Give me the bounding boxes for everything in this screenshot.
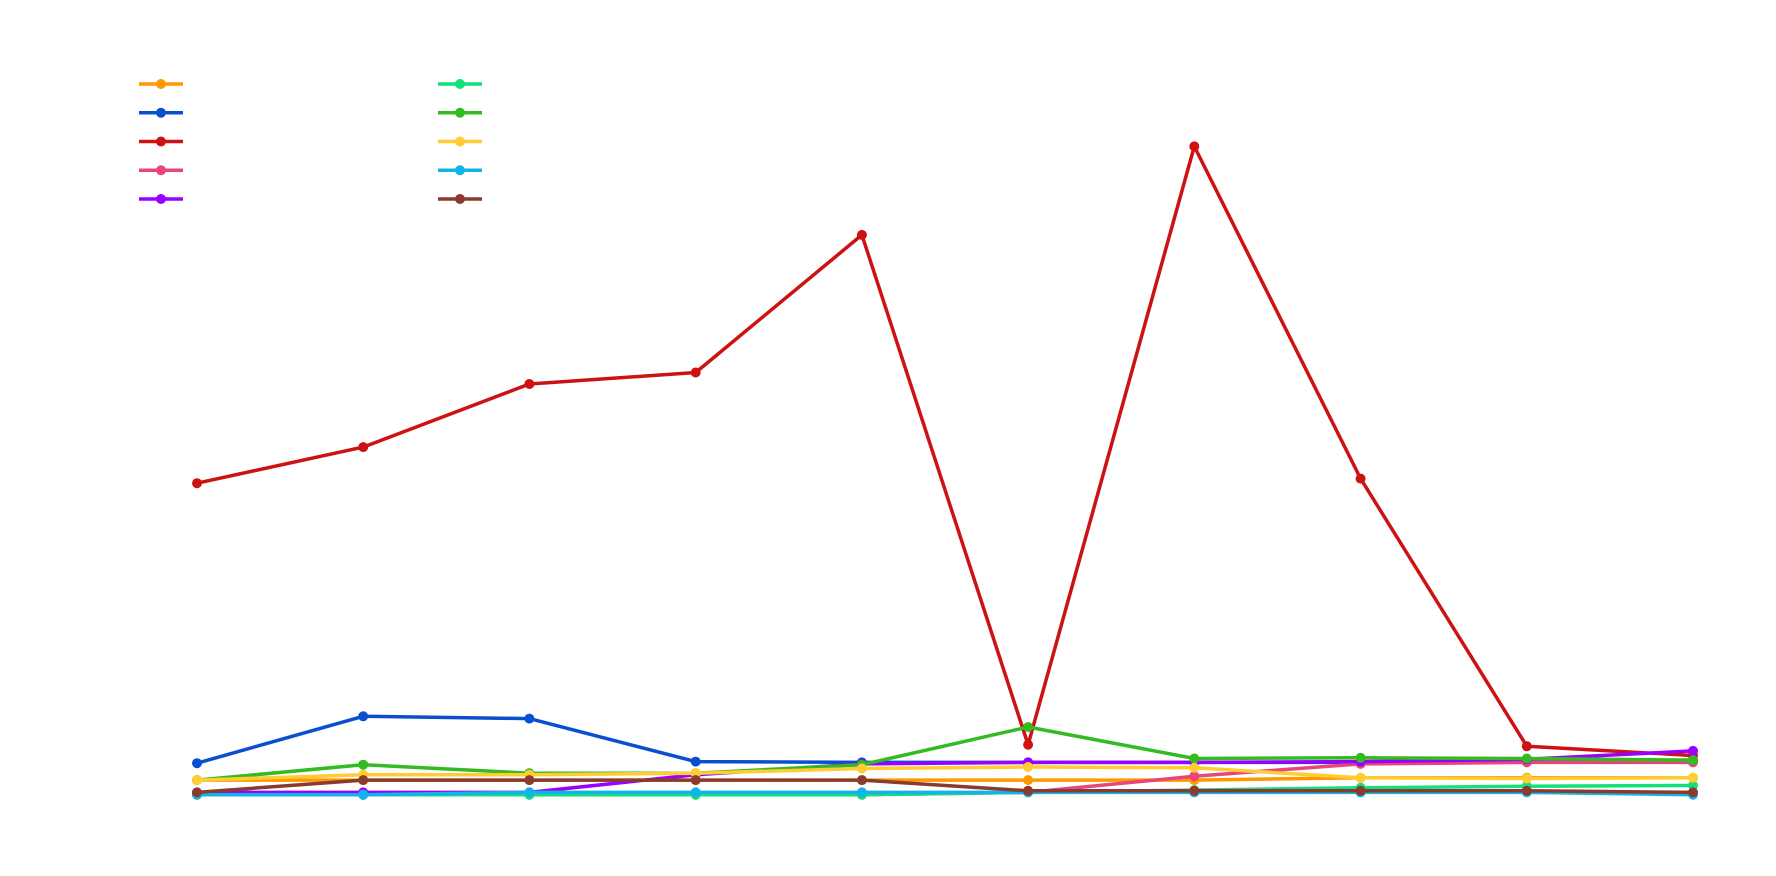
data-point [524,787,535,798]
data-point [358,789,369,800]
data-point [1023,785,1034,796]
legend-swatch-marker [156,107,166,118]
data-point [1355,772,1366,783]
series-line [196,778,1694,795]
legend-swatch-marker [156,165,166,176]
data-point [1189,762,1200,773]
series-line [196,714,1694,765]
legend-swatch-marker [455,107,465,118]
data-point [524,713,535,724]
legend-entry-5 [139,194,183,204]
legend-swatch-marker [455,136,465,147]
data-point [1189,771,1200,782]
data-point [1355,752,1366,763]
data-point [690,775,701,786]
data-point [1521,785,1532,796]
legend-entry-9 [438,165,482,176]
legend-entry-2 [139,107,183,118]
data-point [1189,141,1200,152]
data-point [192,758,202,769]
series-line [196,144,1694,758]
data-point [1688,755,1698,766]
data-point [1023,762,1034,772]
legend-swatch-marker [455,79,465,89]
data-point [690,756,701,767]
legend-entry-10 [438,194,482,204]
data-point [1023,722,1034,732]
legend-entry-7 [438,107,482,118]
data-point [690,768,701,779]
legend-swatch-marker [156,136,166,147]
data-point [358,775,369,786]
legend-entry-8 [438,136,482,147]
data-point [192,775,202,786]
data-point [690,787,701,798]
data-point [1023,775,1034,786]
data-point [690,367,701,378]
series-line [196,725,1694,782]
data-point [358,759,369,770]
data-point [1189,785,1200,796]
data-point [1023,739,1034,750]
data-point [1189,753,1200,764]
data-point [856,229,867,240]
legend-entry-6 [438,79,482,89]
series-3 [192,141,1698,761]
data-point [1355,473,1366,484]
legend-swatch-marker [156,194,166,204]
data-point [524,775,535,786]
data-point [192,787,202,798]
series-line [196,765,1694,782]
data-point [1521,741,1532,752]
data-point [358,711,369,722]
data-point [1521,753,1532,764]
legend-entry-3 [139,136,183,147]
data-point [1688,787,1698,798]
data-point [1688,780,1698,791]
data-point [1688,772,1698,783]
legend-entry-1 [139,79,183,89]
legend-entry-4 [139,165,183,176]
data-point [856,787,867,798]
data-point [192,478,202,489]
data-point [856,763,867,774]
data-point [856,775,867,786]
data-point [1521,773,1532,784]
legend-swatch-marker [455,165,465,176]
series-10 [192,775,1698,798]
data-point [1688,745,1698,756]
plot-area [192,141,1698,800]
data-point [1355,785,1366,796]
legend [139,79,482,204]
data-point [358,442,369,453]
legend-swatch-marker [455,194,465,204]
legend-swatch-marker [156,79,166,89]
data-point [524,379,535,389]
